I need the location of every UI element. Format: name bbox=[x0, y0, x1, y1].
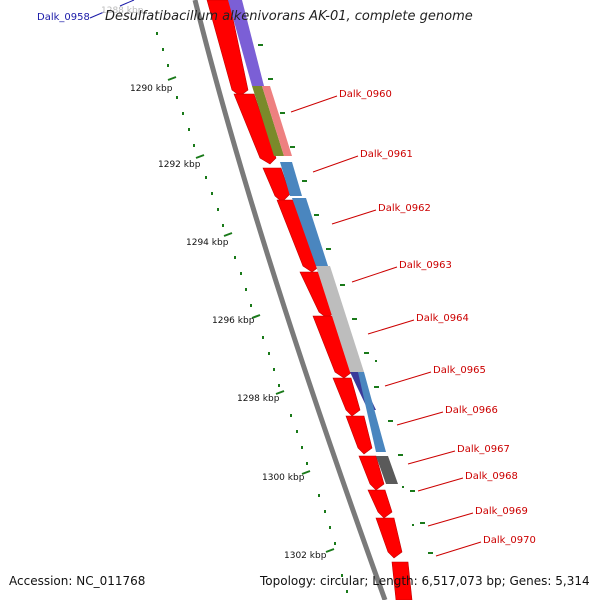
cds-arrow[interactable] bbox=[332, 377, 361, 417]
feature-strip-track bbox=[228, 0, 398, 484]
ruler-label-1292: 1292 kbp bbox=[158, 160, 201, 170]
gene-leader-lines bbox=[290, 95, 482, 557]
ruler-dots-inner bbox=[156, 32, 348, 593]
feature-strip-blue[interactable] bbox=[358, 372, 386, 452]
top-gene-leader bbox=[89, 11, 105, 19]
gene-label-dalk-0958[interactable]: Dalk_0958 bbox=[37, 12, 90, 23]
gene-label-dalk-0966[interactable]: Dalk_0966 bbox=[445, 405, 498, 416]
gene-label-dalk-0962[interactable]: Dalk_0962 bbox=[378, 203, 431, 214]
gene-label-dalk-0967[interactable]: Dalk_0967 bbox=[457, 444, 510, 455]
gene-label-dalk-0964[interactable]: Dalk_0964 bbox=[416, 313, 469, 324]
genome-backbone-outer bbox=[192, 0, 388, 601]
ruler-label-1298: 1298 kbp bbox=[237, 394, 280, 404]
cds-arrow[interactable] bbox=[233, 93, 277, 165]
ruler-label-1302: 1302 kbp bbox=[284, 551, 327, 561]
gene-label-dalk-0960[interactable]: Dalk_0960 bbox=[339, 89, 392, 100]
ruler-label-1294: 1294 kbp bbox=[186, 238, 229, 248]
feature-strip-purple[interactable] bbox=[228, 0, 264, 86]
genome-summary-text: Topology: circular; Length: 6,517,073 bp… bbox=[260, 574, 590, 588]
ruler-faded-label: 1288 kbp bbox=[101, 6, 144, 16]
gene-label-dalk-0969[interactable]: Dalk_0969 bbox=[475, 506, 528, 517]
gene-label-dalk-0970[interactable]: Dalk_0970 bbox=[483, 535, 536, 546]
top-gene-leader bbox=[119, 0, 135, 7]
cds-arrow-track bbox=[206, 0, 413, 601]
cds-arrow[interactable] bbox=[299, 271, 336, 319]
feature-strip-gray[interactable] bbox=[316, 266, 364, 372]
ruler-dots-outer bbox=[258, 44, 433, 554]
ruler-ticks bbox=[167, 76, 335, 553]
gene-label-dalk-0961[interactable]: Dalk_0961 bbox=[360, 149, 413, 160]
cds-arrow[interactable] bbox=[375, 517, 403, 559]
cds-arrow[interactable] bbox=[358, 455, 385, 491]
ruler-label-1296: 1296 kbp bbox=[212, 316, 255, 326]
genome-backbone-inner bbox=[202, 0, 394, 601]
gene-label-dalk-0965[interactable]: Dalk_0965 bbox=[433, 365, 486, 376]
ruler-labels: 1288 kbp 1290 kbp 1292 kbp 1294 kbp 1296… bbox=[101, 6, 327, 561]
cds-arrow[interactable] bbox=[367, 489, 393, 519]
feature-strip-blue[interactable] bbox=[292, 198, 328, 266]
cds-arrow[interactable] bbox=[206, 0, 249, 97]
feature-strip-darkgray[interactable] bbox=[376, 456, 398, 484]
cds-arrow[interactable] bbox=[312, 315, 353, 379]
feature-strip-olive[interactable] bbox=[252, 86, 284, 156]
gene-label-dalk-0968[interactable]: Dalk_0968 bbox=[465, 471, 518, 482]
gene-label-dalk-0963[interactable]: Dalk_0963 bbox=[399, 260, 452, 271]
ruler-label-1290: 1290 kbp bbox=[130, 84, 173, 94]
feature-strip-salmon[interactable] bbox=[262, 86, 292, 156]
accession-text: Accession: NC_011768 bbox=[9, 574, 146, 588]
ruler-label-1300: 1300 kbp bbox=[262, 473, 305, 483]
cds-arrow[interactable] bbox=[262, 167, 291, 203]
cds-arrow[interactable] bbox=[345, 415, 373, 455]
gene-labels: Dalk_0960 Dalk_0961 Dalk_0962 Dalk_0963 … bbox=[339, 89, 536, 546]
organism-title: Desulfatibacillum alkenivorans AK-01, co… bbox=[105, 9, 473, 24]
feature-strip-blue[interactable] bbox=[280, 162, 302, 196]
